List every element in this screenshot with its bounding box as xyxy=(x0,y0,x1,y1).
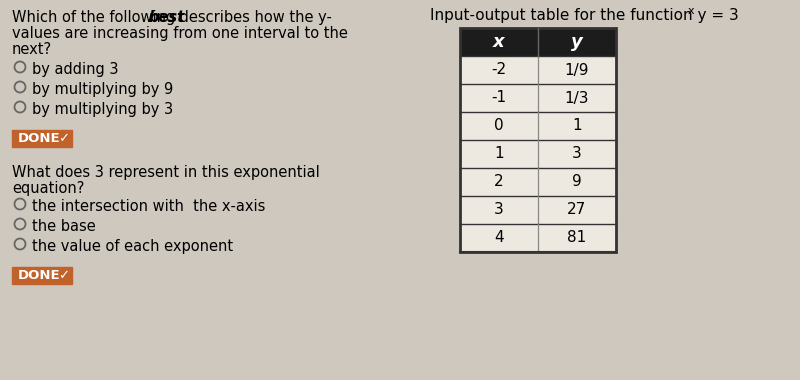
Text: 1/3: 1/3 xyxy=(565,90,590,106)
Bar xyxy=(460,28,616,252)
Bar xyxy=(460,112,616,140)
Bar xyxy=(460,224,616,252)
Text: -1: -1 xyxy=(491,90,506,106)
Bar xyxy=(460,84,616,112)
Text: equation?: equation? xyxy=(12,181,84,196)
Text: next?: next? xyxy=(12,42,52,57)
Text: by multiplying by 9: by multiplying by 9 xyxy=(32,82,174,97)
Bar xyxy=(460,140,616,168)
Bar xyxy=(460,56,616,84)
Text: 1: 1 xyxy=(572,119,582,133)
Text: y: y xyxy=(571,33,583,51)
Bar xyxy=(460,196,616,224)
Text: 81: 81 xyxy=(567,231,586,245)
Text: Input-output table for the function y = 3: Input-output table for the function y = … xyxy=(430,8,738,23)
Text: 0: 0 xyxy=(494,119,504,133)
Text: ✓: ✓ xyxy=(58,269,69,282)
Text: values are increasing from one interval to the: values are increasing from one interval … xyxy=(12,26,348,41)
Text: DONE: DONE xyxy=(18,132,61,145)
Text: the intersection with  the x-axis: the intersection with the x-axis xyxy=(32,199,266,214)
FancyBboxPatch shape xyxy=(12,130,72,147)
Text: x: x xyxy=(687,6,694,16)
Text: 2: 2 xyxy=(494,174,504,190)
Text: x: x xyxy=(493,33,505,51)
Text: 4: 4 xyxy=(494,231,504,245)
Text: by adding 3: by adding 3 xyxy=(32,62,118,77)
Text: What does 3 represent in this exponential: What does 3 represent in this exponentia… xyxy=(12,165,320,180)
Bar xyxy=(460,28,616,56)
Text: 1/9: 1/9 xyxy=(565,62,590,78)
Text: 3: 3 xyxy=(494,203,504,217)
Text: DONE: DONE xyxy=(18,269,61,282)
Text: the base: the base xyxy=(32,219,96,234)
Text: best: best xyxy=(149,10,185,25)
Text: by multiplying by 3: by multiplying by 3 xyxy=(32,102,173,117)
Text: 9: 9 xyxy=(572,174,582,190)
Text: 1: 1 xyxy=(494,147,504,162)
Text: describes how the y-: describes how the y- xyxy=(175,10,332,25)
Text: ✓: ✓ xyxy=(58,132,69,145)
Bar xyxy=(460,168,616,196)
Text: 27: 27 xyxy=(567,203,586,217)
FancyBboxPatch shape xyxy=(12,267,72,284)
Text: -2: -2 xyxy=(491,62,506,78)
Text: Which of the following: Which of the following xyxy=(12,10,180,25)
Text: 3: 3 xyxy=(572,147,582,162)
Text: the value of each exponent: the value of each exponent xyxy=(32,239,233,254)
